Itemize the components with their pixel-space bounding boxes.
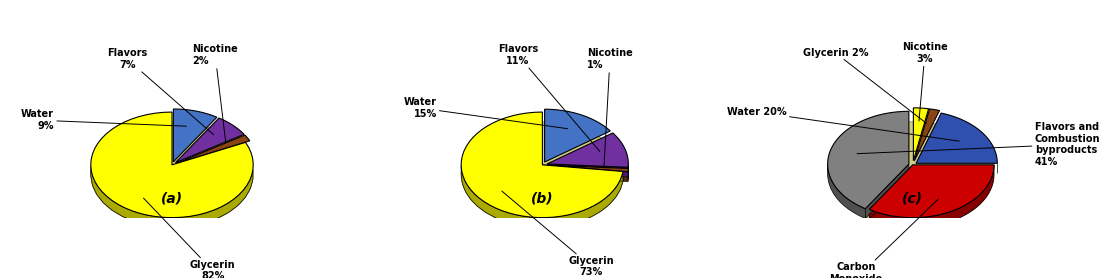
Polygon shape <box>545 109 610 162</box>
Text: Nicotine
3%: Nicotine 3% <box>902 42 948 121</box>
Text: Glycerin 2%: Glycerin 2% <box>802 48 927 123</box>
Polygon shape <box>461 165 623 227</box>
Ellipse shape <box>831 122 994 227</box>
Text: (c): (c) <box>902 192 924 206</box>
Polygon shape <box>175 118 244 163</box>
Polygon shape <box>915 109 939 161</box>
Polygon shape <box>547 165 628 182</box>
Polygon shape <box>913 108 929 161</box>
Polygon shape <box>547 165 628 172</box>
Text: Water 20%: Water 20% <box>727 107 959 141</box>
Ellipse shape <box>461 122 624 227</box>
Text: Flavors and
Combustion
byproducts
41%: Flavors and Combustion byproducts 41% <box>857 122 1101 167</box>
Polygon shape <box>176 135 250 163</box>
Text: Glycerin
73%: Glycerin 73% <box>501 191 614 277</box>
Polygon shape <box>828 111 909 209</box>
Text: Water
15%: Water 15% <box>403 97 568 129</box>
Text: Flavors
7%: Flavors 7% <box>107 48 214 135</box>
Polygon shape <box>547 164 628 177</box>
Text: Nicotine
1%: Nicotine 1% <box>587 48 633 166</box>
Polygon shape <box>547 133 628 167</box>
Text: Carbon
Monoxide
34%: Carbon Monoxide 34% <box>829 199 938 278</box>
Polygon shape <box>869 165 994 227</box>
Polygon shape <box>174 109 217 162</box>
Polygon shape <box>90 112 253 218</box>
Polygon shape <box>916 113 997 163</box>
Polygon shape <box>828 166 866 219</box>
Polygon shape <box>547 165 628 178</box>
Text: Flavors
11%: Flavors 11% <box>498 44 599 152</box>
Text: Nicotine
2%: Nicotine 2% <box>193 44 238 143</box>
Ellipse shape <box>90 122 253 227</box>
Polygon shape <box>91 166 253 227</box>
Text: (b): (b) <box>531 192 554 206</box>
Text: (a): (a) <box>160 192 183 206</box>
Text: Water
9%: Water 9% <box>21 109 186 131</box>
Polygon shape <box>866 164 909 219</box>
Polygon shape <box>869 165 912 219</box>
Polygon shape <box>869 165 994 218</box>
Polygon shape <box>543 165 623 181</box>
Polygon shape <box>461 112 623 218</box>
Text: Glycerin
82%: Glycerin 82% <box>144 198 235 278</box>
